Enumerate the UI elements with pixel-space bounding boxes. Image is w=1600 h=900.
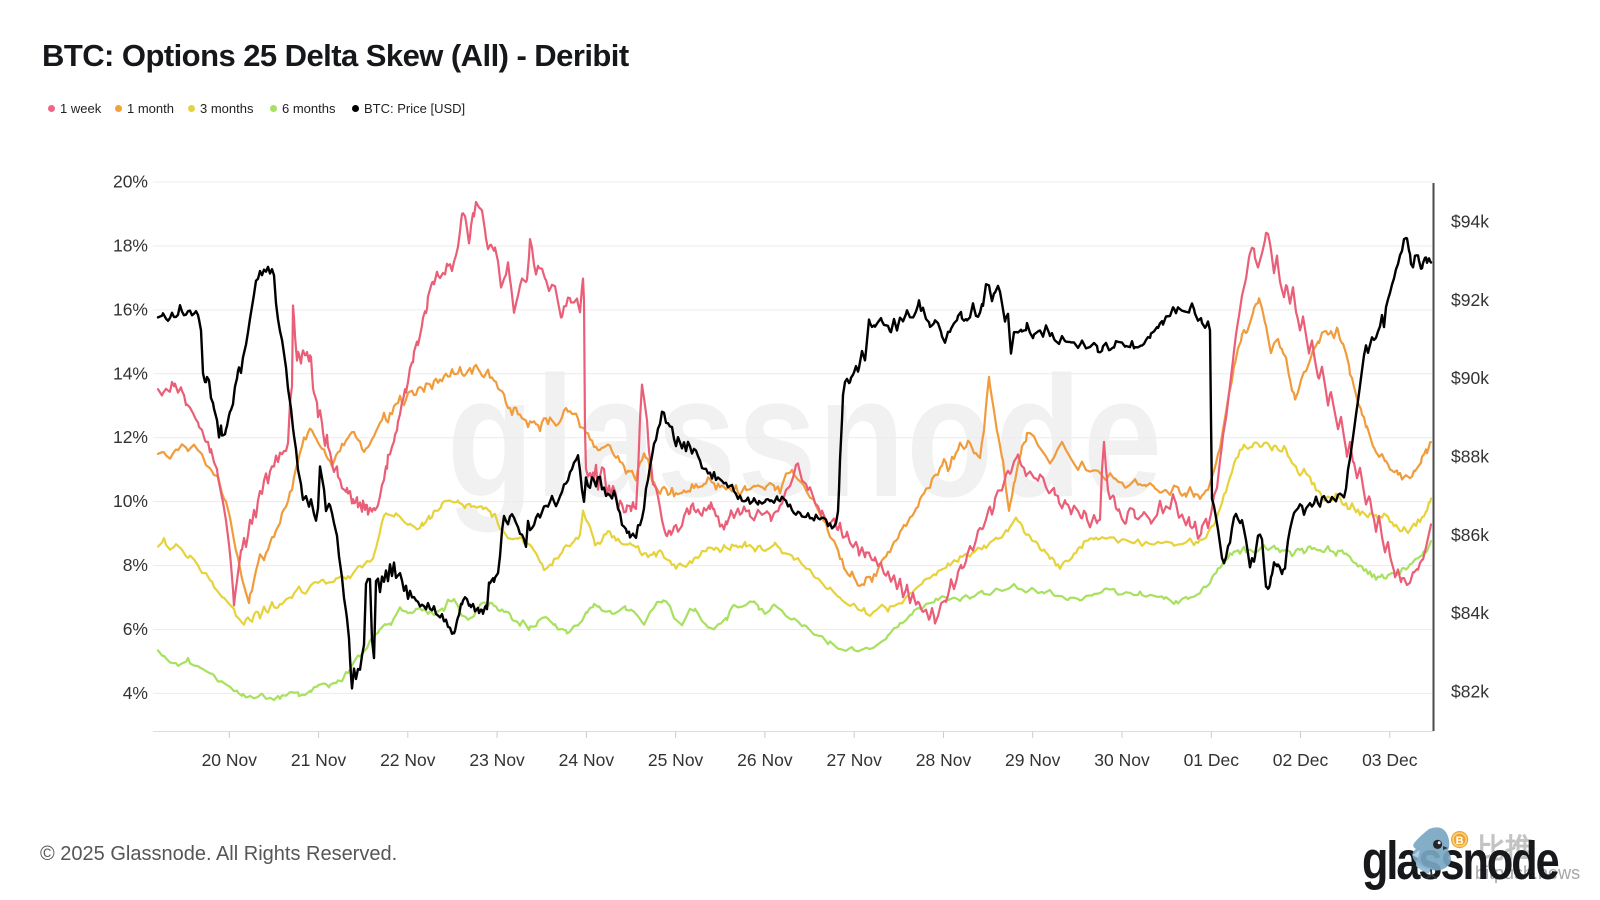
svg-text:$92k: $92k [1451,290,1489,310]
svg-text:$88k: $88k [1451,447,1489,467]
svg-text:14%: 14% [113,363,148,383]
svg-text:28 Nov: 28 Nov [916,750,972,770]
svg-text:16%: 16% [113,299,148,319]
svg-text:6%: 6% [123,619,148,639]
svg-text:23 Nov: 23 Nov [469,750,525,770]
svg-text:8%: 8% [123,555,148,575]
svg-text:03 Dec: 03 Dec [1362,750,1418,770]
svg-text:24 Nov: 24 Nov [559,750,615,770]
svg-text:18%: 18% [113,235,148,255]
svg-text:01 Dec: 01 Dec [1184,750,1240,770]
svg-text:10%: 10% [113,491,148,511]
svg-text:20%: 20% [113,172,148,192]
svg-text:$90k: $90k [1451,368,1489,388]
svg-text:$82k: $82k [1451,682,1489,702]
svg-text:30 Nov: 30 Nov [1094,750,1150,770]
svg-text:21 Nov: 21 Nov [291,750,347,770]
svg-text:26 Nov: 26 Nov [737,750,793,770]
svg-text:$86k: $86k [1451,525,1489,545]
svg-text:22 Nov: 22 Nov [380,750,436,770]
svg-text:25 Nov: 25 Nov [648,750,704,770]
svg-text:4%: 4% [123,683,148,703]
svg-text:12%: 12% [113,427,148,447]
svg-text:29 Nov: 29 Nov [1005,750,1061,770]
svg-text:B: B [1456,835,1464,847]
svg-text:$94k: $94k [1451,212,1489,232]
svg-text:$84k: $84k [1451,603,1489,623]
svg-text:27 Nov: 27 Nov [826,750,882,770]
svg-text:02 Dec: 02 Dec [1273,750,1329,770]
svg-text:20 Nov: 20 Nov [202,750,258,770]
